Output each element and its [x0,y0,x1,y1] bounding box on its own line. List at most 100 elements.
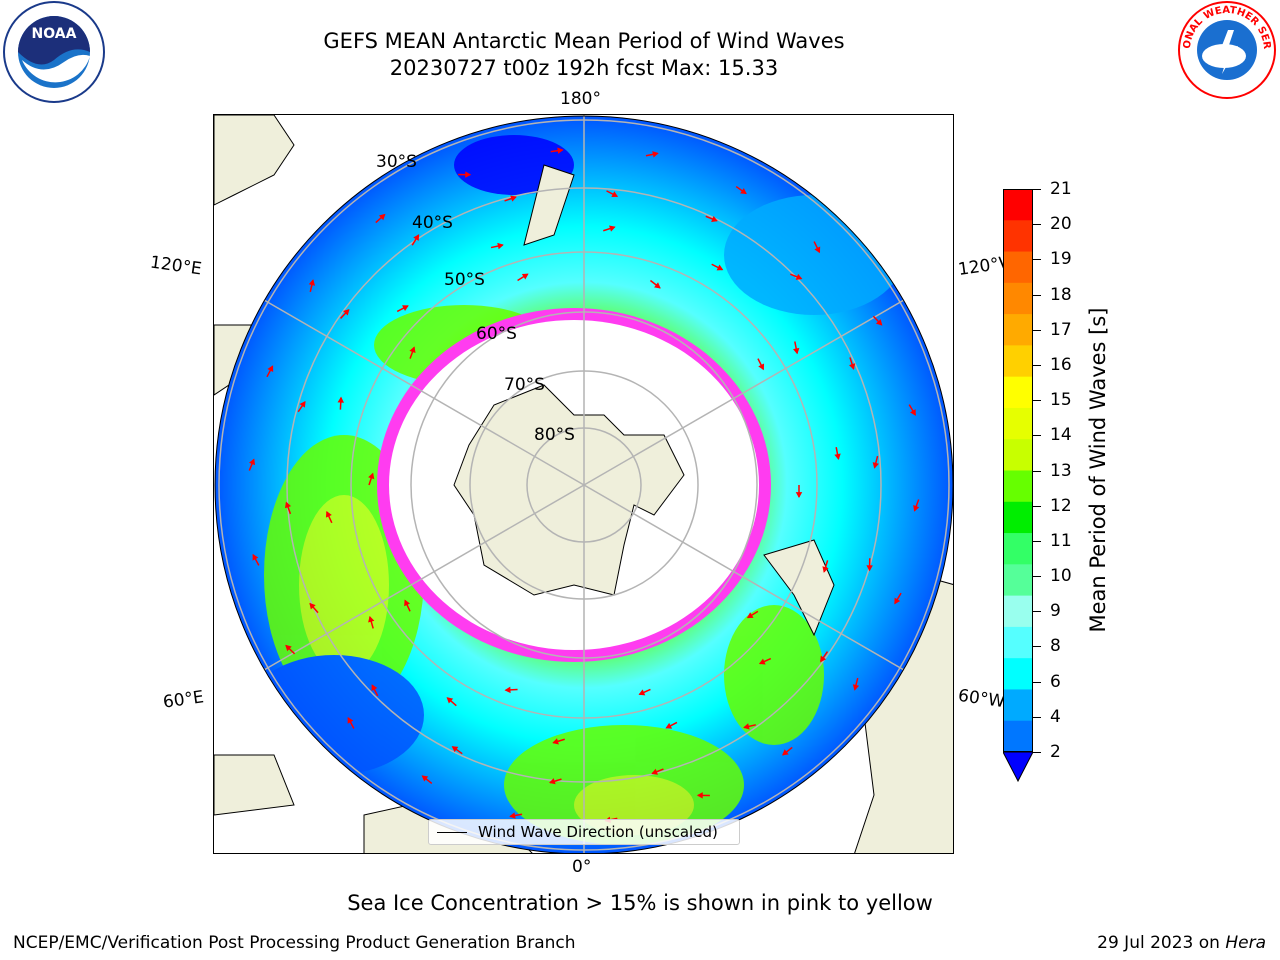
wind-wave-arrowhead [267,365,274,373]
wind-wave-arrowhead [746,612,754,619]
colorbar-tick [1033,259,1041,261]
wind-wave-arrowhead [875,319,883,326]
colorbar-tick-label: 9 [1050,601,1061,622]
colorbar [1003,189,1033,783]
wind-wave-arrowhead [894,597,901,605]
wind-wave-arrowhead [446,697,454,704]
wind-wave-arrowhead [743,723,750,730]
colorbar-extend-triangle [1003,751,1033,783]
wind-wave-arrowhead [849,363,856,370]
lon-label-0: 0° [572,857,592,877]
colorbar-tick [1033,540,1041,542]
colorbar-tick-label: 10 [1050,566,1072,587]
lat-label-70s: 70°S [504,375,545,395]
colorbar-tick [1033,576,1041,578]
noaa-logo-text: NOAA [32,26,77,42]
wind-wave-arrowhead [378,213,386,221]
colorbar-tick-label: 19 [1050,249,1072,270]
colorbar-tick [1033,470,1041,472]
wind-wave-arrowhead [309,602,316,610]
lat-label-50s: 50°S [444,270,485,290]
plot-subtitle: 20230727 t00z 192h fcst Max: 15.33 [0,55,1168,81]
colorbar-band [1003,189,1033,221]
wind-wave-arrowhead [834,453,841,460]
colorbar-tick [1033,400,1041,402]
wind-wave-arrowhead [421,775,429,782]
colorbar-band [1003,251,1033,284]
colorbar-tick [1033,716,1041,718]
wind-wave-arrowhead [308,279,316,286]
colorbar-band [1003,720,1033,753]
wind-wave-arrowhead [611,191,619,198]
wind-wave-arrowhead [409,346,416,354]
colorbar-tick-label: 4 [1050,706,1061,727]
noaa-logo: NOAA [3,1,105,103]
colorbar-tick-label: 18 [1050,284,1072,305]
wind-wave-arrowhead [413,234,420,241]
colorbar-band [1003,626,1033,659]
colorbar-tick-label: 17 [1050,319,1072,340]
lon-label-60e: 60°E [161,687,206,713]
colorbar-band [1003,501,1033,534]
colorbar-tick [1033,224,1041,226]
colorbar-tick-label: 2 [1050,742,1061,762]
colorbar-tick [1033,611,1041,613]
colorbar-band [1003,689,1033,722]
wind-wave-arrowhead [552,738,559,745]
wind-wave-arrowhead [913,505,920,512]
lon-label-120e: 120°E [148,252,203,280]
wind-wave-arrowhead [609,225,616,232]
wind-wave-arrowhead [465,171,472,178]
colorbar-tick [1033,329,1041,331]
colorbar-tick-label: 8 [1050,636,1061,657]
nws-logo: NATIONAL WEATHER SERVICE [1176,0,1276,99]
colorbar-band [1003,439,1033,471]
colorbar-tick [1033,505,1041,507]
colorbar-tick-label: 13 [1050,460,1072,481]
wind-wave-arrowhead [822,566,829,573]
wind-wave-arrowhead [654,282,661,289]
wind-wave-arrowhead [248,458,255,466]
lon-label-60w: 60°W [956,685,1007,713]
wind-wave-arrowhead [504,686,511,694]
colorbar-tick-label: 14 [1050,425,1072,446]
colorbar-tick [1033,435,1041,437]
wind-wave-arrowhead [299,400,306,408]
colorbar-tick [1033,294,1041,296]
colorbar-tick [1033,681,1041,683]
wind-wave-arrowhead [521,273,529,280]
colorbar-tick [1033,189,1041,190]
wind-wave-arrowhead [638,689,646,696]
colorbar-tick [1033,752,1041,753]
wind-wave-arrowhead [557,147,564,154]
lat-label-30s: 30°S [376,152,417,172]
wind-wave-arrowhead [795,273,803,280]
wind-wave-arrowhead [368,615,375,623]
legend-line-swatch [437,832,467,833]
wind-wave-arrowhead [651,768,659,775]
wind-wave-arrowhead [368,472,375,480]
colorbar-tick [1033,364,1041,366]
wind-wave-arrowhead [343,308,350,316]
lon-label-180: 180° [560,89,601,109]
wind-wave-arrows [248,147,920,823]
colorbar-tick-label: 6 [1050,671,1061,692]
colorbar-band [1003,314,1033,346]
wind-wave-arrowhead [371,684,378,692]
wind-wave-arrowhead [404,599,411,607]
antarctica-landmass [453,384,685,596]
date-text: 29 Jul 2023 on Hera [1097,933,1266,953]
colorbar-band [1003,407,1033,440]
colorbar-tick-label: 15 [1050,390,1072,411]
graticule [218,115,950,853]
wind-wave-arrowhead [872,462,879,469]
wind-wave-arrowhead [866,565,873,572]
wind-wave-arrowhead [347,716,354,724]
wind-wave-arrowhead [402,305,409,312]
colorbar-band [1003,220,1033,253]
colorbar-band [1003,564,1033,597]
credit-text: NCEP/EMC/Verification Post Processing Pr… [13,933,576,953]
machine-name: Hera [1225,933,1266,953]
plot-title: GEFS MEAN Antarctic Mean Period of Wind … [323,29,845,53]
wind-wave-arrowhead [549,778,556,785]
